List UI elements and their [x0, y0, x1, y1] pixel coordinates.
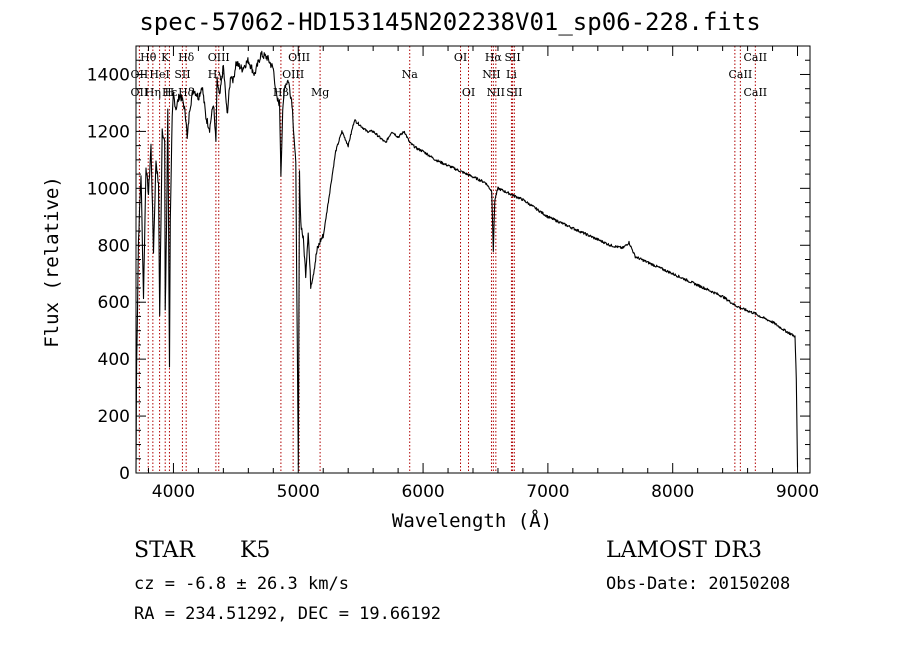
y-tick-label: 600	[98, 293, 130, 313]
spectrum-series	[135, 50, 799, 472]
y-tick-label: 800	[98, 236, 130, 256]
line-label: Na	[402, 68, 419, 81]
line-label: Hε	[162, 86, 178, 99]
y-tick-label: 1000	[87, 179, 130, 199]
y-tick-label: 400	[98, 350, 130, 370]
y-tick-label: 1400	[87, 65, 130, 85]
x-axis-label: Wavelength (Å)	[391, 510, 553, 532]
line-label: Hδ	[178, 51, 195, 64]
line-label: Mg	[311, 86, 329, 99]
y-axis-label: Flux (relative)	[41, 176, 63, 348]
line-label: OI	[462, 86, 475, 99]
x-tick-label: 6000	[401, 482, 444, 502]
line-label: OI	[454, 51, 467, 64]
line-label: CaII	[743, 86, 767, 99]
line-label: CaII	[729, 68, 753, 81]
line-label: H	[165, 86, 175, 99]
object-type: STAR	[134, 538, 195, 563]
x-tick-label: 4000	[152, 482, 195, 502]
line-label: HeI	[149, 68, 169, 81]
line-label: OII	[131, 86, 149, 99]
plot-frame	[135, 45, 811, 474]
chart-axes: 4000 5000 6000 7000 8000 9000 0 200 400 600 800 100…	[87, 45, 819, 502]
line-label: Hα	[485, 51, 503, 64]
redshift-velocity: cz = -6.8 ± 26.3 km/s	[134, 574, 349, 594]
observation-date: Obs-Date: 20150208	[606, 574, 791, 594]
line-label: OIII	[288, 51, 310, 64]
y-tick-label: 1200	[87, 122, 130, 142]
line-label: Hθ	[140, 51, 157, 64]
x-tick-label: 5000	[277, 482, 320, 502]
x-tick-label: 9000	[776, 482, 819, 502]
line-label: Hγ	[208, 68, 225, 81]
line-label: OIII	[282, 68, 304, 81]
line-label: SII	[506, 86, 522, 99]
y-tick-label: 0	[119, 464, 130, 484]
flux-line	[135, 50, 799, 472]
line-label: Li	[506, 68, 517, 81]
line-label: CaII	[743, 51, 767, 64]
line-label: SII	[174, 68, 190, 81]
spectral-subclass: K5	[240, 538, 271, 563]
line-label: K	[161, 51, 170, 64]
chart-title: spec-57062-HD153145N202238V01_sp06-228.f…	[139, 8, 761, 36]
x-tick-label: 7000	[526, 482, 569, 502]
x-tick-label: 8000	[651, 482, 694, 502]
line-label: OIII	[208, 51, 230, 64]
line-label: Hη	[145, 86, 161, 99]
line-label: NII	[487, 86, 505, 99]
coordinates: RA = 234.51292, DEC = 19.66192	[134, 604, 442, 624]
line-label: NII	[482, 68, 500, 81]
y-tick-label: 200	[98, 407, 130, 427]
line-label: SII	[504, 51, 520, 64]
emission-line-markers	[138, 46, 756, 473]
survey-name: LAMOST DR3	[606, 538, 762, 563]
